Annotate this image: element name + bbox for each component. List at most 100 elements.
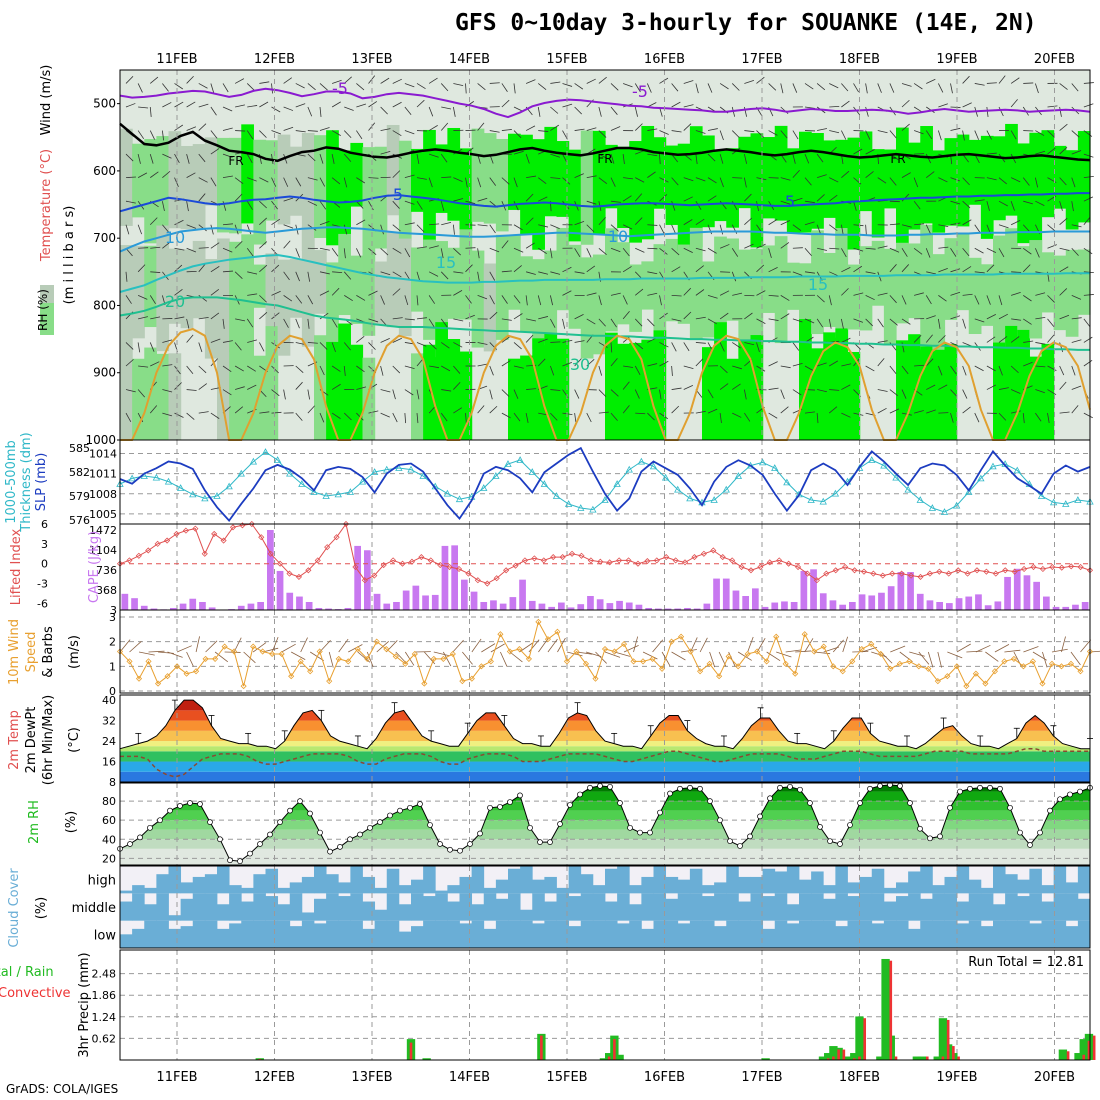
wind-barb-10m [709,651,716,668]
temp-band [120,720,1090,731]
wind-barb [622,224,633,230]
wind-barb [513,177,518,188]
wind-barb [465,101,474,108]
thickness-point [1013,466,1021,474]
wind-barb [150,171,159,178]
rh-band-mid [750,248,764,357]
wind-barb [501,336,511,343]
wind-barb [792,153,796,164]
wind-barb [938,365,943,376]
rh-band-mid [241,234,254,352]
lifted-index-point [1002,567,1009,574]
wind-barb [525,413,529,423]
wind-barb [768,294,779,297]
wind-barb [356,130,363,140]
cloud-cell-high [908,871,921,894]
wind-barb [998,106,1004,117]
thickness-point [928,504,937,511]
wind-barb [186,318,190,329]
rh-point [127,841,133,847]
cape-bar [819,593,827,610]
rh-point [587,784,593,791]
cape-bar [916,593,924,610]
temp-tick-label: 32 [102,715,116,728]
wind-barb-10m [424,651,436,665]
wind-barb [477,177,482,188]
rh-band-upper [132,143,145,218]
wind-barb [186,153,190,164]
wind-barb [428,106,434,117]
cloud-cell-high [859,876,873,894]
cloud-cell-high [896,882,909,894]
wind-barb [222,365,232,372]
rh-band-lower [435,322,448,440]
rh-point [187,800,193,806]
wind-barb [198,103,209,108]
cloud-cell-high [592,885,606,894]
wind-barb [889,264,897,273]
wind-barb [586,78,596,84]
wind-barb [610,153,615,164]
wind-speed-point [630,658,637,665]
cloud-cell-high [811,871,824,894]
rh-point [667,790,673,797]
precip-total-bar [422,1058,431,1060]
wind-barb [380,271,391,276]
precip-total-bar [855,1016,864,1060]
wind-barb [501,240,509,249]
wind-speed-point [944,673,951,680]
wind-barb [416,295,419,306]
cloud-cell-high [677,879,691,894]
x-tick-label-bottom: 14FEB [449,1070,490,1085]
rh-band-upper [398,140,412,241]
lifted-index-point [371,572,378,579]
pressure-tick-label: 700 [93,231,116,245]
wind-barb [743,177,747,188]
precip-convective-bar [1066,1051,1070,1060]
wind-barb [610,224,619,232]
wind-barb [428,177,433,188]
wind-speed-point [982,680,989,687]
lifted-index-point [634,560,642,567]
wind-barb [234,406,244,414]
li-tick-label: -3 [37,578,48,591]
wind-barb [719,244,730,249]
wind-barb [925,295,932,305]
rh-point [1047,807,1053,814]
wind-speed-point [354,645,361,653]
wind-barb [404,413,407,424]
wind-barb [901,193,910,202]
thickness-point [892,473,900,481]
wind-barb [259,217,268,226]
wind-barb [889,318,898,326]
wind-barb-10m [538,638,549,653]
rh-band-mid [932,254,946,359]
rh-point [247,850,253,857]
precip-total-bar [599,1058,609,1060]
rh-band-upper [532,139,545,250]
wind-barb [513,150,524,155]
rh-point [627,824,633,831]
wind-barb [683,311,692,320]
wind-barb-10m [214,651,229,663]
wind-barb [659,130,669,135]
thickness-point [358,477,367,485]
wind-barb [295,130,306,133]
wind-speed-point [678,633,685,640]
wind-speed-point [430,655,437,662]
wind-barb [404,83,415,88]
wind-speed-point [212,655,219,662]
wind-barb [247,105,258,108]
wind-barb [137,294,148,300]
li-tick-label: 0 [41,558,48,571]
wind-barb [574,83,584,90]
wind-barb-10m [776,651,792,658]
wind-barb [186,172,196,178]
cape-bar [975,594,982,610]
wind-barb [125,271,128,282]
wind-barb [453,247,461,256]
wind-barb [489,295,495,305]
wind-barb [137,264,146,273]
wind-barb [792,271,803,276]
wind-barb [489,405,498,414]
